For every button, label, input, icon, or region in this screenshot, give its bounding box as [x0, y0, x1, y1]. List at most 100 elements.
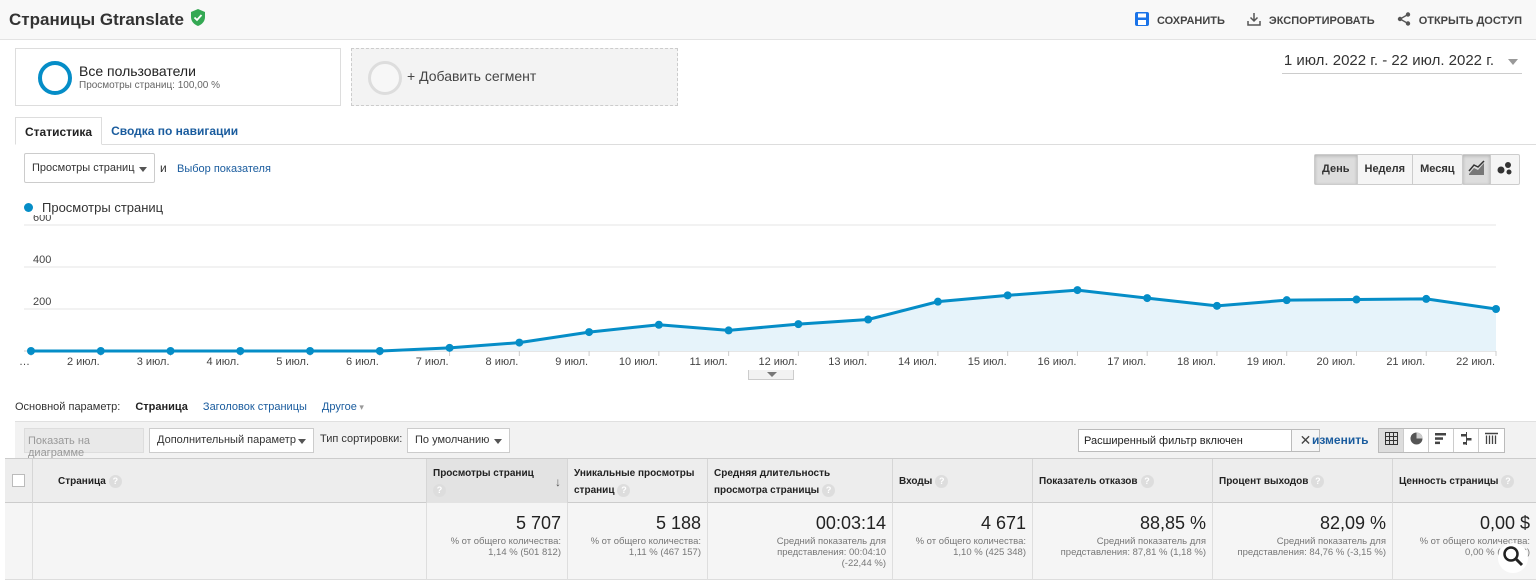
view-pivot-button[interactable] [1479, 429, 1504, 452]
table-header: Страница? Просмотры страниц? ↓ Уникальные… [5, 458, 1536, 503]
and-label: и [160, 161, 167, 175]
magnifier-icon [1502, 545, 1524, 572]
totals-note: % от общего количества: [915, 536, 1026, 547]
verified-shield-icon [190, 9, 206, 31]
dimension-other[interactable]: Другое [322, 401, 364, 413]
report-tabs: Статистика Сводка по навигации [15, 117, 247, 145]
totals-note: % от общего количества: [1419, 536, 1530, 547]
date-range-picker[interactable]: 1 июл. 2022 г. - 22 июл. 2022 г. [1282, 50, 1522, 74]
bubble-chart-icon [1496, 162, 1514, 179]
motion-chart-button[interactable] [1491, 155, 1519, 184]
dimension-page[interactable]: Страница [135, 401, 188, 413]
totals-bounce-rate: 88,85 % Средний показатель для представл… [1032, 503, 1212, 580]
advanced-filter-field[interactable]: Расширенный фильтр включен [1078, 429, 1292, 452]
x-tick-label: 6 июл. [346, 356, 379, 368]
col-pageviews[interactable]: Просмотры страниц? ↓ [426, 459, 567, 503]
totals-note: 1,10 % (425 348) [953, 547, 1026, 558]
tab-statistics[interactable]: Статистика [15, 117, 103, 145]
view-comparison-button[interactable] [1454, 429, 1479, 452]
share-icon [1397, 12, 1411, 29]
help-icon[interactable]: ? [822, 483, 836, 497]
x-tick-label: 5 июл. [276, 356, 309, 368]
comparison-icon [1460, 431, 1473, 450]
change-filter-link[interactable]: изменить [1312, 433, 1369, 447]
x-tick-label: 13 июл. [828, 356, 867, 368]
totals-avg-time: 00:03:14 Средний показатель для представ… [707, 503, 892, 580]
zoom-button[interactable] [1498, 543, 1528, 573]
help-icon[interactable]: ? [935, 474, 949, 488]
add-segment-button[interactable]: + Добавить сегмент [351, 48, 678, 106]
save-button[interactable]: СОХРАНИТЬ [1134, 12, 1225, 29]
totals-note: Средний показатель для [1096, 536, 1206, 547]
plot-rows-button[interactable]: Показать на диаграмме [24, 428, 144, 459]
help-icon[interactable]: ? [1501, 474, 1515, 488]
totals-note: Средний показатель для [1276, 536, 1386, 547]
view-pie-button[interactable] [1404, 429, 1429, 452]
view-performance-button[interactable] [1429, 429, 1454, 452]
data-point [445, 343, 454, 352]
col-page-value[interactable]: Ценность страницы? [1392, 459, 1536, 503]
export-button[interactable]: ЭКСПОРТИРОВАТЬ [1247, 12, 1375, 29]
totals-page-cell [32, 503, 426, 580]
select-all-checkbox[interactable] [12, 474, 25, 487]
collapse-chart-handle[interactable] [748, 370, 794, 380]
data-point [585, 328, 594, 337]
col-unique-pageviews[interactable]: Уникальные просмотры страниц? [567, 459, 707, 503]
totals-note: представления: 00:04:10 [777, 547, 886, 558]
x-tick-label: 14 июл. [898, 356, 937, 368]
help-icon[interactable]: ? [108, 474, 122, 488]
totals-note: представления: 87,81 % (1,18 %) [1060, 547, 1206, 558]
help-icon[interactable]: ? [617, 483, 631, 497]
data-point [1422, 294, 1431, 303]
totals-value: 00:03:14 [815, 513, 886, 533]
period-week-button[interactable]: Неделя [1358, 155, 1414, 184]
legend-dot-icon [24, 203, 33, 212]
choose-metric-link[interactable]: Выбор показателя [177, 163, 271, 175]
col-page[interactable]: Страница? [32, 459, 426, 503]
tab-navigation-summary[interactable]: Сводка по навигации [111, 124, 239, 138]
x-tick-label: 20 июл. [1317, 356, 1356, 368]
series-line [31, 288, 1497, 353]
col-exit-rate-label: Процент выходов [1219, 476, 1309, 487]
chart-legend: Просмотры страниц [24, 200, 163, 215]
dimension-page-title[interactable]: Заголовок страницы [202, 401, 307, 413]
help-icon[interactable]: ? [1311, 474, 1325, 488]
totals-unique-pageviews: 5 188 % от общего количества: 1,11 % (46… [567, 503, 707, 580]
help-icon[interactable]: ? [1140, 474, 1154, 488]
data-point [96, 347, 105, 355]
col-pageviews-label: Просмотры страниц [433, 468, 534, 479]
col-exit-rate[interactable]: Процент выходов? [1212, 459, 1392, 503]
col-avg-time[interactable]: Средняя длительность просмотра страницы? [707, 459, 892, 503]
totals-exit-rate: 82,09 % Средний показатель для представл… [1212, 503, 1392, 580]
col-page-label: Страница [58, 476, 106, 487]
pivot-icon [1485, 432, 1498, 450]
x-tick-label: 15 июл. [968, 356, 1007, 368]
secondary-dimension-select[interactable]: Дополнительный параметр [149, 428, 314, 453]
sort-type-select[interactable]: По умолчанию [407, 428, 510, 453]
line-chart-button[interactable] [1463, 155, 1491, 184]
period-day-button[interactable]: День [1315, 155, 1358, 184]
table-totals-row: 5 707 % от общего количества: 1,14 % (50… [5, 503, 1536, 580]
data-point [236, 347, 245, 355]
help-icon[interactable]: ? [433, 483, 446, 497]
table-toolbar: Показать на диаграмме Дополнительный пар… [15, 421, 1536, 459]
period-month-button[interactable]: Месяц [1420, 163, 1455, 175]
col-bounce-rate[interactable]: Показатель отказов? [1032, 459, 1212, 503]
y-tick-label: 600 [33, 215, 51, 224]
chart-type-toggle [1462, 154, 1520, 185]
totals-value: 5 707 [515, 513, 561, 533]
segment-all-users[interactable]: Все пользователи Просмотры страниц: 100,… [15, 48, 341, 106]
col-entrances-label: Входы [899, 476, 933, 487]
grid-icon [1384, 431, 1398, 450]
x-tick-label: 22 июл. [1456, 356, 1495, 368]
pie-chart-icon [1410, 432, 1423, 450]
view-table-button[interactable] [1379, 429, 1404, 452]
data-point [1143, 294, 1152, 303]
metric-select[interactable]: Просмотры страниц [24, 153, 155, 183]
col-entrances[interactable]: Входы? [892, 459, 1032, 503]
x-tick-label: 12 июл. [758, 356, 797, 368]
clear-filter-button[interactable]: ✕ [1292, 429, 1320, 452]
share-button[interactable]: ОТКРЫТЬ ДОСТУП [1397, 12, 1522, 29]
totals-value: 5 188 [655, 513, 701, 533]
data-point [864, 315, 873, 324]
